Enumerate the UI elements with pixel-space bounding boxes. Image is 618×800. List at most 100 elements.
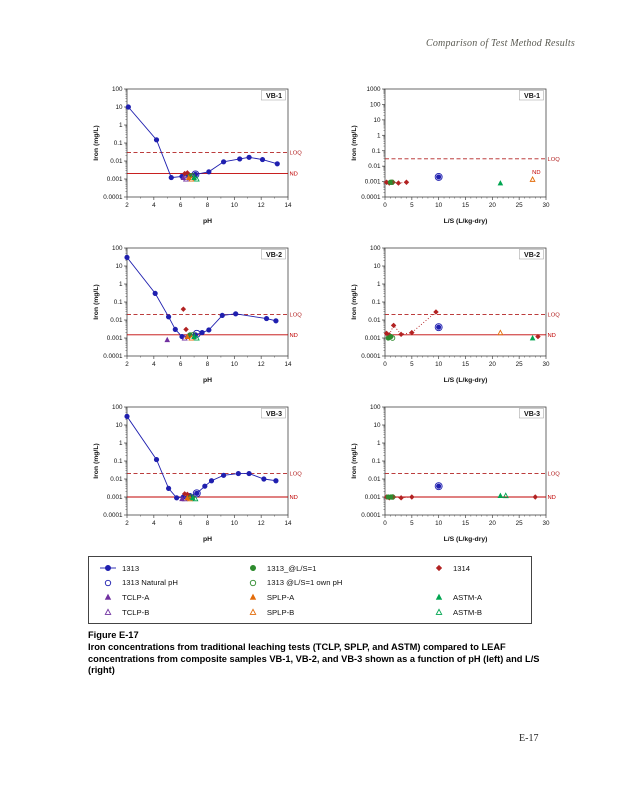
x-axis-label: L/S (L/kg-dry) <box>444 218 488 225</box>
chart-title-box <box>261 408 286 419</box>
series-astm-a <box>497 492 504 498</box>
legend-marker-circle-icon <box>100 565 116 572</box>
x-tick-label: 12 <box>258 520 266 527</box>
legend-label: 1313_@L/S=1 <box>266 563 317 573</box>
y-tick-label: 100 <box>370 245 381 252</box>
x-tick-label: 25 <box>516 361 524 368</box>
chart-title: VB-2 <box>524 252 540 259</box>
y-tick-label: 0.001 <box>365 494 381 501</box>
x-tick-label: 14 <box>284 520 292 527</box>
legend-item: SPLP-A <box>244 590 430 605</box>
y-tick-label: 0.001 <box>365 179 381 186</box>
legend-marker-circle-icon <box>249 579 257 587</box>
legend-marker-triangle-icon <box>104 594 112 601</box>
series-astm-b <box>193 175 200 182</box>
plot-frame <box>126 88 289 198</box>
chart-title: VB-1 <box>266 93 282 100</box>
legend-label: 1313 @L/S=1 own pH <box>266 578 343 588</box>
y-tick-label: 0.0001 <box>103 353 123 360</box>
y-tick-label: 10 <box>373 263 381 270</box>
series-1313-l-s-1-own-ph <box>389 494 396 500</box>
legend-item: 1314 <box>430 561 523 576</box>
y-tick-label: 0.1 <box>372 148 381 155</box>
ref-line-label: ND <box>290 333 298 339</box>
y-tick-label: 1000 <box>366 86 381 93</box>
y-tick-label: 1 <box>119 281 123 288</box>
y-axis-label: Iron (mg/L) <box>351 125 358 161</box>
chart-title-box <box>261 249 286 260</box>
y-tick-label: 0.1 <box>114 458 123 465</box>
plot-frame <box>384 247 547 357</box>
running-header: Comparison of Test Method Results <box>425 38 575 49</box>
x-tick-label: 5 <box>410 520 414 527</box>
series-1313-l-s-1-own-ph <box>389 179 395 186</box>
x-tick-label: 20 <box>489 202 497 209</box>
legend-item: 1313 Natural pH <box>99 576 244 591</box>
x-tick-label: 6 <box>179 361 183 368</box>
x-tick-label: 10 <box>435 520 443 527</box>
x-tick-label: 4 <box>152 202 156 209</box>
y-tick-label: 0.01 <box>368 163 381 170</box>
x-axis-label: pH <box>203 377 212 384</box>
y-axis-label: Iron (mg/L) <box>93 284 100 320</box>
chart-cell-vb2_ph: 100 10 1 0.1 0.01 0.001 0.0001 2 4 6 8 10 12 14 pH Iron… <box>90 235 305 385</box>
y-tick-label: 1 <box>377 440 381 447</box>
legend-label: TCLP-A <box>122 592 150 602</box>
y-tick-label: 0.01 <box>368 476 381 483</box>
figure-label: Figure E-17 <box>88 630 139 640</box>
y-tick-label: 10 <box>373 422 381 429</box>
chart-cell-vb3_ph: 100 10 1 0.1 0.01 0.001 0.0001 2 4 6 8 10 12 14 pH Iron… <box>90 394 305 544</box>
series-1313 <box>124 254 279 340</box>
x-axis-label: pH <box>203 218 212 225</box>
y-tick-label: 0.1 <box>114 140 123 147</box>
x-tick-label: 2 <box>125 202 129 209</box>
ref-line-label: ND <box>290 495 298 501</box>
x-tick-label: 0 <box>383 202 387 209</box>
y-tick-label: 1 <box>119 122 123 129</box>
chart-title-box <box>261 90 286 101</box>
legend-label: SPLP-B <box>266 607 295 617</box>
legend-marker-triangle-icon <box>249 608 257 615</box>
legend-label: TCLP-B <box>122 607 150 617</box>
legend-column: 1313 1313 Natural pH TCLP-A TCLP-B <box>99 561 244 621</box>
y-tick-label: 0.0001 <box>103 194 123 201</box>
x-tick-label: 10 <box>231 361 239 368</box>
series-splp-a <box>185 174 192 180</box>
series-1313-l-s-1-own-ph <box>389 335 396 341</box>
y-tick-label: 0.01 <box>110 158 123 165</box>
series-1313-natural-ph <box>434 172 443 181</box>
x-axis-label: L/S (L/kg-dry) <box>444 536 488 543</box>
x-tick-label: 0 <box>383 361 387 368</box>
x-tick-label: 30 <box>542 361 550 368</box>
x-tick-label: 10 <box>231 202 239 209</box>
legend-item: TCLP-A <box>99 590 244 605</box>
x-tick-label: 25 <box>516 520 524 527</box>
series-1313-natural-ph <box>192 329 201 338</box>
page-number: E-17 <box>519 733 539 744</box>
y-tick-label: 100 <box>112 86 123 93</box>
x-tick-label: 8 <box>206 202 210 209</box>
chart-title: VB-1 <box>524 93 540 100</box>
y-tick-label: 1 <box>377 132 381 139</box>
y-tick-label: 0.0001 <box>361 512 381 519</box>
y-tick-label: 100 <box>370 102 381 109</box>
figure-chart-grid: 100 10 1 0.1 0.01 0.001 0.0001 2 4 6 8 10 12 14 pH Iron… <box>90 76 563 544</box>
series-astm-a <box>191 174 197 180</box>
series-1313 <box>124 413 279 501</box>
y-tick-label: 10 <box>373 117 381 124</box>
x-tick-label: 10 <box>435 202 443 209</box>
series-splp-b <box>529 176 536 182</box>
legend-column: 1313_@L/S=1 1313 @L/S=1 own pH SPLP-A SPLP-… <box>244 561 430 621</box>
x-tick-label: 10 <box>231 520 239 527</box>
plot-frame <box>126 406 289 516</box>
series-1313-natural-ph <box>434 323 443 332</box>
chart-title: VB-2 <box>266 252 282 259</box>
y-tick-label: 100 <box>370 404 381 411</box>
x-tick-label: 5 <box>410 361 414 368</box>
